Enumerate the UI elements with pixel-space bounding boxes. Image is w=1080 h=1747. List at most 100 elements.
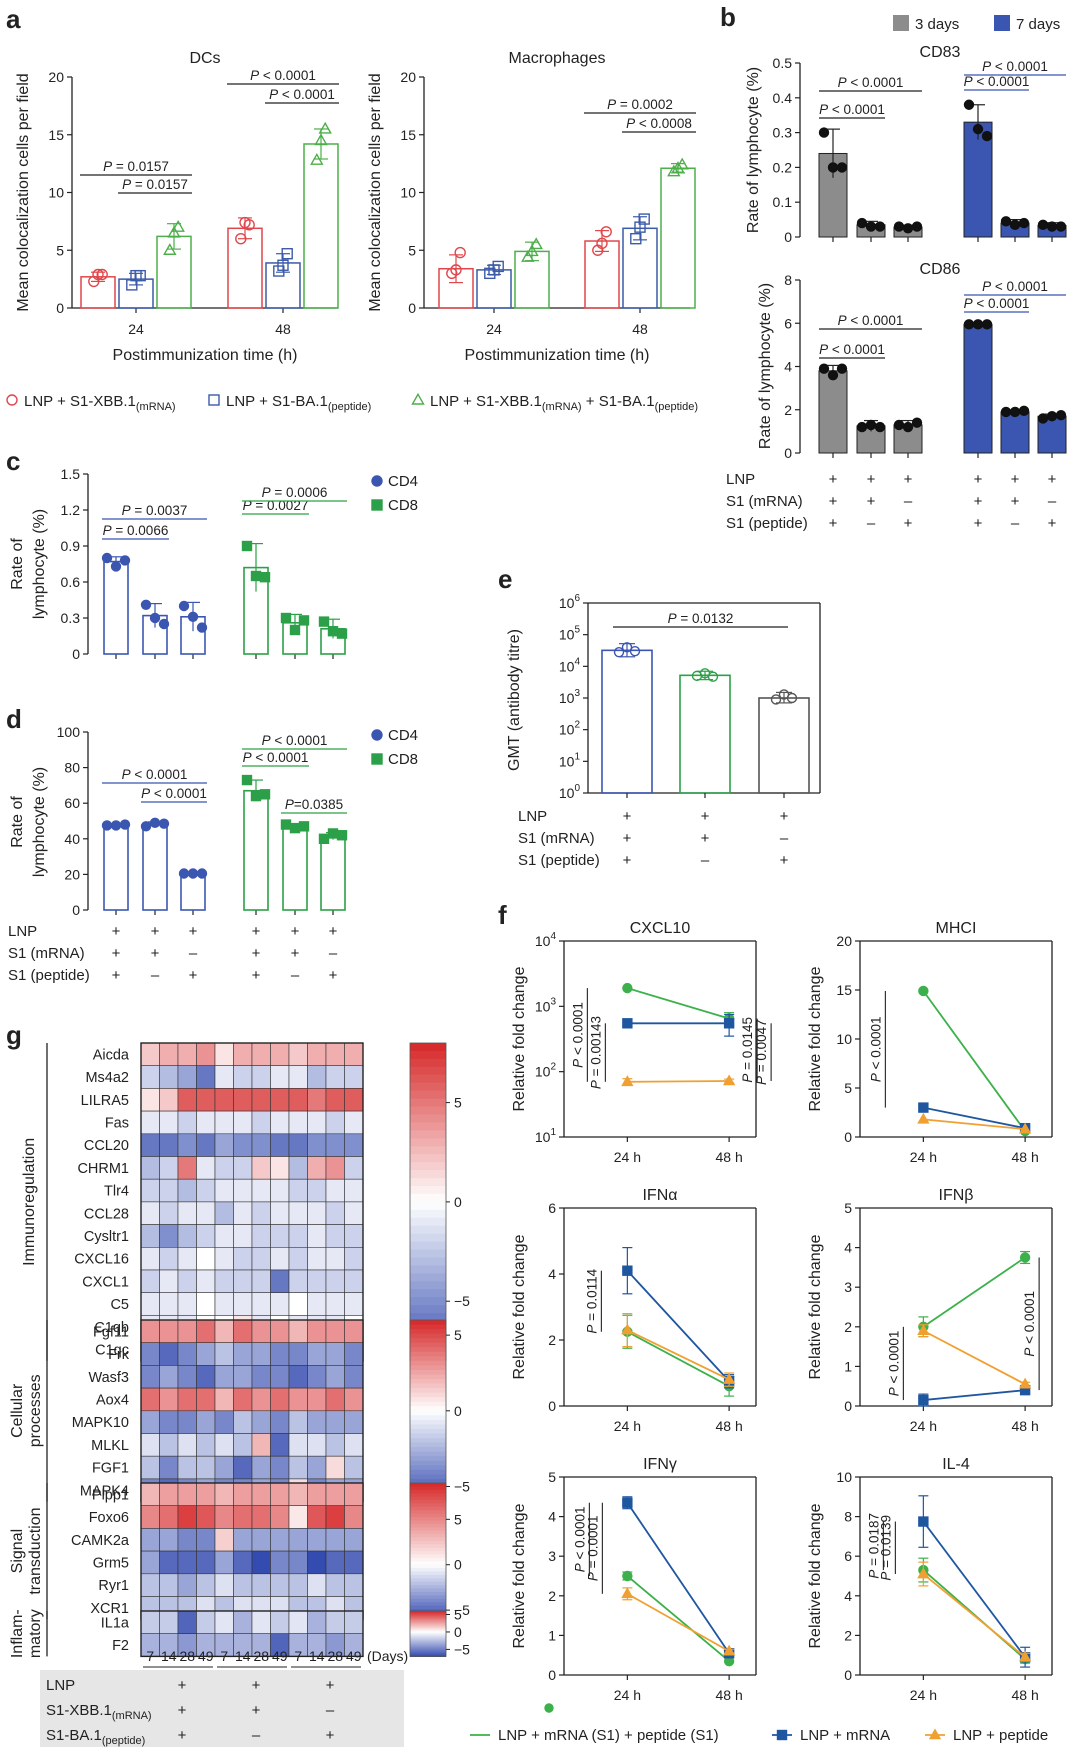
p-symbol: P — [584, 1325, 599, 1334]
heatmap-cell — [344, 1319, 364, 1344]
heatmap-cell — [344, 1528, 364, 1552]
heatmap-cell — [233, 1110, 253, 1135]
condition-value: + — [904, 471, 913, 488]
data-point — [187, 868, 199, 879]
tick-base: 10 — [535, 998, 551, 1014]
p-value: P = 0.0066 — [103, 523, 169, 538]
heatmap-cell — [140, 1505, 160, 1529]
heatmap-cell — [307, 1269, 327, 1294]
p-value: P < 0.0001 — [141, 786, 207, 801]
condition-value: – — [904, 493, 913, 510]
heatmap-cell — [344, 1387, 364, 1412]
p-value: P=0.0385 — [285, 797, 343, 812]
colorbar-step — [410, 1428, 446, 1435]
condition-value: – — [701, 852, 710, 869]
heatmap-cell — [307, 1201, 327, 1225]
y-tick-label: 0.1 — [773, 194, 793, 210]
tick-exponent: 4 — [550, 931, 556, 942]
data-point — [158, 818, 170, 829]
colorbar-step — [410, 1379, 446, 1385]
data-point — [722, 1074, 736, 1086]
heatmap-cell — [159, 1201, 179, 1225]
p-text: = 0.0006 — [271, 485, 328, 500]
heatmap-cell — [214, 1410, 234, 1434]
heatmap-cell — [344, 1292, 364, 1316]
data-point — [818, 363, 830, 374]
heatmap-cell — [214, 1042, 234, 1067]
heatmap-cell — [159, 1042, 179, 1067]
heatmap-cell — [140, 1610, 160, 1635]
p-value: P = 0.00143 — [588, 1016, 603, 1089]
colorbar-step — [410, 1629, 446, 1631]
condition-value: + — [252, 945, 261, 962]
condition-value: – — [189, 945, 198, 962]
heatmap-cell — [307, 1550, 327, 1575]
heatmap-cell — [159, 1065, 179, 1089]
y-tick-label: 0 — [784, 229, 792, 245]
p-text: < 0.0001 — [150, 786, 207, 801]
chart-title: Macrophages — [509, 50, 606, 67]
bar — [476, 269, 512, 309]
colorbar-step — [410, 1388, 446, 1394]
heatmap-cell — [251, 1065, 271, 1089]
data-point — [336, 628, 348, 639]
p-text: = 0.0027 — [252, 498, 309, 513]
heatmap-cell — [233, 1342, 253, 1366]
colorbar-tick-label: 0 — [454, 1557, 462, 1573]
series-line — [626, 1593, 730, 1653]
colorbar-step — [410, 1628, 446, 1630]
colorbar-step — [410, 1633, 446, 1636]
heatmap-cell — [270, 1610, 290, 1635]
x-tick-label: 48 h — [1011, 1418, 1038, 1434]
data-point — [622, 1570, 633, 1582]
p-text: = 0.0157 — [112, 159, 169, 174]
condition-value: + — [112, 945, 121, 962]
x-tick-label: 24 h — [614, 1687, 641, 1703]
heatmap-cell — [325, 1292, 345, 1316]
y-tick-label: 20 — [64, 866, 80, 882]
group-label: transduction — [27, 1508, 44, 1595]
data-point — [675, 157, 689, 170]
data-point — [972, 123, 984, 135]
colorbar-step — [410, 1493, 446, 1498]
colorbar-step — [410, 1496, 446, 1501]
tick-base: 10 — [535, 1064, 551, 1080]
heatmap-row-label: Plpp1 — [92, 1487, 129, 1503]
data-point — [134, 269, 146, 282]
colorbar-step — [410, 1650, 446, 1653]
legend-text: CD8 — [388, 751, 418, 768]
series-line — [626, 1270, 730, 1382]
heatmap-cell — [307, 1610, 327, 1635]
heatmap-row-label: F2 — [112, 1638, 129, 1654]
data-point — [241, 774, 253, 786]
tick-exponent: 4 — [574, 656, 580, 667]
colorbar-step — [410, 1233, 446, 1243]
data-point — [171, 219, 185, 232]
condition-value: + — [189, 967, 198, 984]
x-tick-label: 48 — [632, 321, 648, 337]
panel-label-c: c — [6, 446, 20, 476]
heatmap-row-label: LILRA5 — [81, 1093, 129, 1109]
heatmap-cell — [270, 1247, 290, 1271]
data-point — [310, 152, 324, 165]
y-tick-label: 0 — [844, 1398, 852, 1414]
heatmap-row-label: Fas — [105, 1115, 129, 1131]
p-text: < 0.0001 — [991, 279, 1048, 294]
y-tick-label: 4 — [844, 1240, 852, 1256]
data-point — [158, 618, 170, 630]
legend-a: LNP + S1-XBB.1(mRNA) LNP + S1-BA.1(peptid… — [6, 392, 698, 413]
heatmap-cell — [325, 1178, 345, 1203]
colorbar-step — [410, 1551, 446, 1556]
legend-text: CD4 — [388, 727, 418, 744]
panel-label-d: d — [6, 704, 22, 734]
condition-row-label: LNP — [726, 471, 755, 488]
colorbar-step — [410, 1406, 446, 1412]
heatmap-cell — [233, 1387, 253, 1412]
heatmap-cell — [307, 1224, 327, 1248]
y-tick-label: 10 — [836, 1031, 852, 1047]
heatmap-cell — [344, 1042, 364, 1067]
heatmap-row-label: MAPK10 — [72, 1415, 129, 1431]
heatmap-row-label: CHRM1 — [77, 1161, 129, 1177]
heatmap-cell — [140, 1482, 160, 1507]
heatmap-cell — [307, 1292, 327, 1316]
